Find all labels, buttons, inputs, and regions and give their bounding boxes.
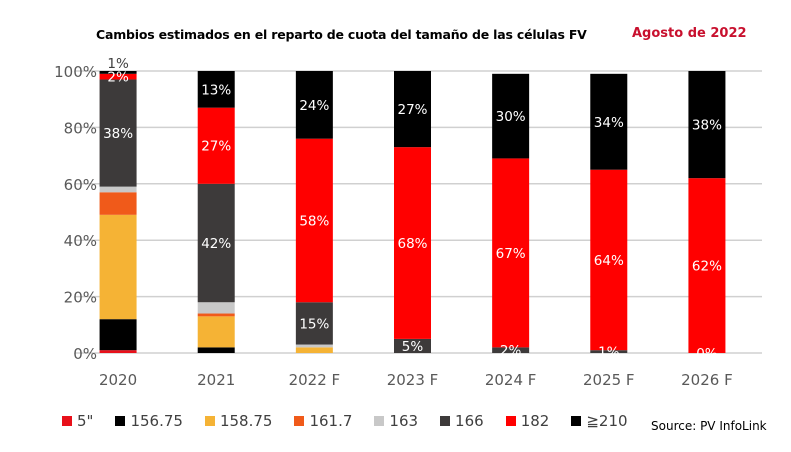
bar-segment: [99, 186, 137, 193]
y-tick-label: 80%: [64, 119, 97, 137]
legend-swatch: [294, 416, 305, 426]
bar-segment: [99, 192, 137, 215]
bar-segment: [99, 319, 137, 351]
bar-segment: [99, 79, 137, 187]
legend-item: 166: [440, 412, 484, 430]
data-label: 0%: [696, 346, 718, 362]
data-label: 1%: [598, 345, 620, 361]
data-label: 5%: [402, 339, 424, 355]
data-label: 1%: [107, 56, 129, 72]
bar-segment: [295, 344, 333, 348]
data-label: 64%: [594, 253, 624, 269]
data-label: 27%: [201, 139, 231, 155]
bar-segment: [99, 71, 137, 74]
bar-segment: [295, 302, 333, 345]
data-label: 38%: [103, 126, 133, 142]
data-label: 30%: [496, 109, 526, 125]
bar-segment: [394, 147, 431, 339]
y-tick-label: 0%: [73, 345, 97, 363]
bar-segment: [492, 158, 530, 348]
legend-swatch: [505, 416, 516, 426]
legend-item: 5": [62, 412, 93, 430]
legend-item: 158.75: [204, 412, 273, 430]
legend-swatch: [115, 416, 126, 426]
bar-segment: [295, 347, 333, 353]
bar-segment: [688, 71, 726, 179]
bar-segment: [197, 313, 235, 317]
bar-segment: [197, 107, 235, 184]
bar-segment: [492, 347, 530, 353]
legend-item: ≧210: [571, 412, 628, 430]
legend-label: 156.75: [130, 412, 183, 430]
bar-segment: [197, 71, 235, 108]
data-label: 15%: [299, 316, 329, 332]
x-tick-label: 2023 F: [387, 371, 439, 389]
bar-segment: [197, 302, 235, 314]
legend-label: 163: [389, 412, 419, 430]
source-note: Source: PV InfoLink: [651, 419, 767, 433]
legend-swatch: [374, 416, 385, 426]
data-label: 67%: [496, 246, 526, 262]
legend-item: 163: [374, 412, 418, 430]
data-label: 34%: [594, 115, 624, 131]
data-label: 38%: [692, 118, 722, 134]
x-tick-label: 2024 F: [485, 371, 537, 389]
legend-label: 182: [520, 412, 550, 430]
legend-item: 161.7: [294, 412, 352, 430]
bar-segment: [197, 316, 235, 348]
legend-label: ≧210: [586, 412, 628, 430]
y-tick-label: 100%: [54, 63, 97, 81]
data-label: 2%: [500, 343, 522, 359]
data-label: 68%: [397, 236, 427, 252]
legend-label: 161.7: [309, 412, 353, 430]
legend-label: 5": [77, 412, 94, 430]
x-tick-label: 2022 F: [289, 371, 341, 389]
chart-title: Cambios estimados en el reparto de cuota…: [96, 27, 587, 42]
bar-segment: [492, 73, 530, 159]
bar-segment: [99, 73, 137, 80]
legend-swatch: [62, 416, 72, 426]
bar-segment: [394, 338, 431, 353]
legend-item: 156.75: [115, 412, 183, 430]
data-label: 58%: [299, 213, 329, 229]
legend-swatch: [204, 416, 215, 426]
x-tick-label: 2020: [99, 371, 137, 389]
bar-segment: [688, 178, 726, 353]
bar-segment: [590, 169, 628, 351]
bar-segment: [590, 73, 628, 170]
bar-segment: [197, 183, 235, 303]
legend-swatch: [440, 416, 451, 426]
x-tick-label: 2021: [197, 371, 235, 389]
data-label: 13%: [201, 82, 231, 98]
bar-segment: [590, 350, 628, 353]
x-tick-label: 2025 F: [583, 371, 635, 389]
y-tick-label: 60%: [64, 176, 97, 194]
bar-segment: [394, 71, 431, 148]
legend-label: 158.75: [219, 412, 273, 430]
legend-label: 166: [455, 412, 484, 430]
legend-swatch: [571, 416, 582, 426]
data-label: 42%: [201, 236, 231, 252]
legend-item: 182: [505, 412, 550, 430]
bar-segment: [197, 347, 235, 353]
data-label: 27%: [397, 102, 427, 118]
bar-segment: [295, 71, 333, 139]
data-label: 24%: [299, 98, 329, 114]
data-label: 2%: [107, 70, 129, 86]
y-tick-label: 20%: [64, 289, 97, 307]
y-tick-label: 40%: [64, 232, 97, 250]
bar-segment: [99, 350, 137, 353]
bar-segment: [295, 138, 333, 303]
bar-segment: [99, 214, 137, 320]
data-label: 62%: [692, 259, 722, 275]
legend: 5" 156.75 158.75 161.7 163 166 182 ≧210: [62, 412, 650, 430]
x-tick-label: 2026 F: [681, 371, 733, 389]
chart-subtitle-date: Agosto de 2022: [632, 26, 747, 41]
